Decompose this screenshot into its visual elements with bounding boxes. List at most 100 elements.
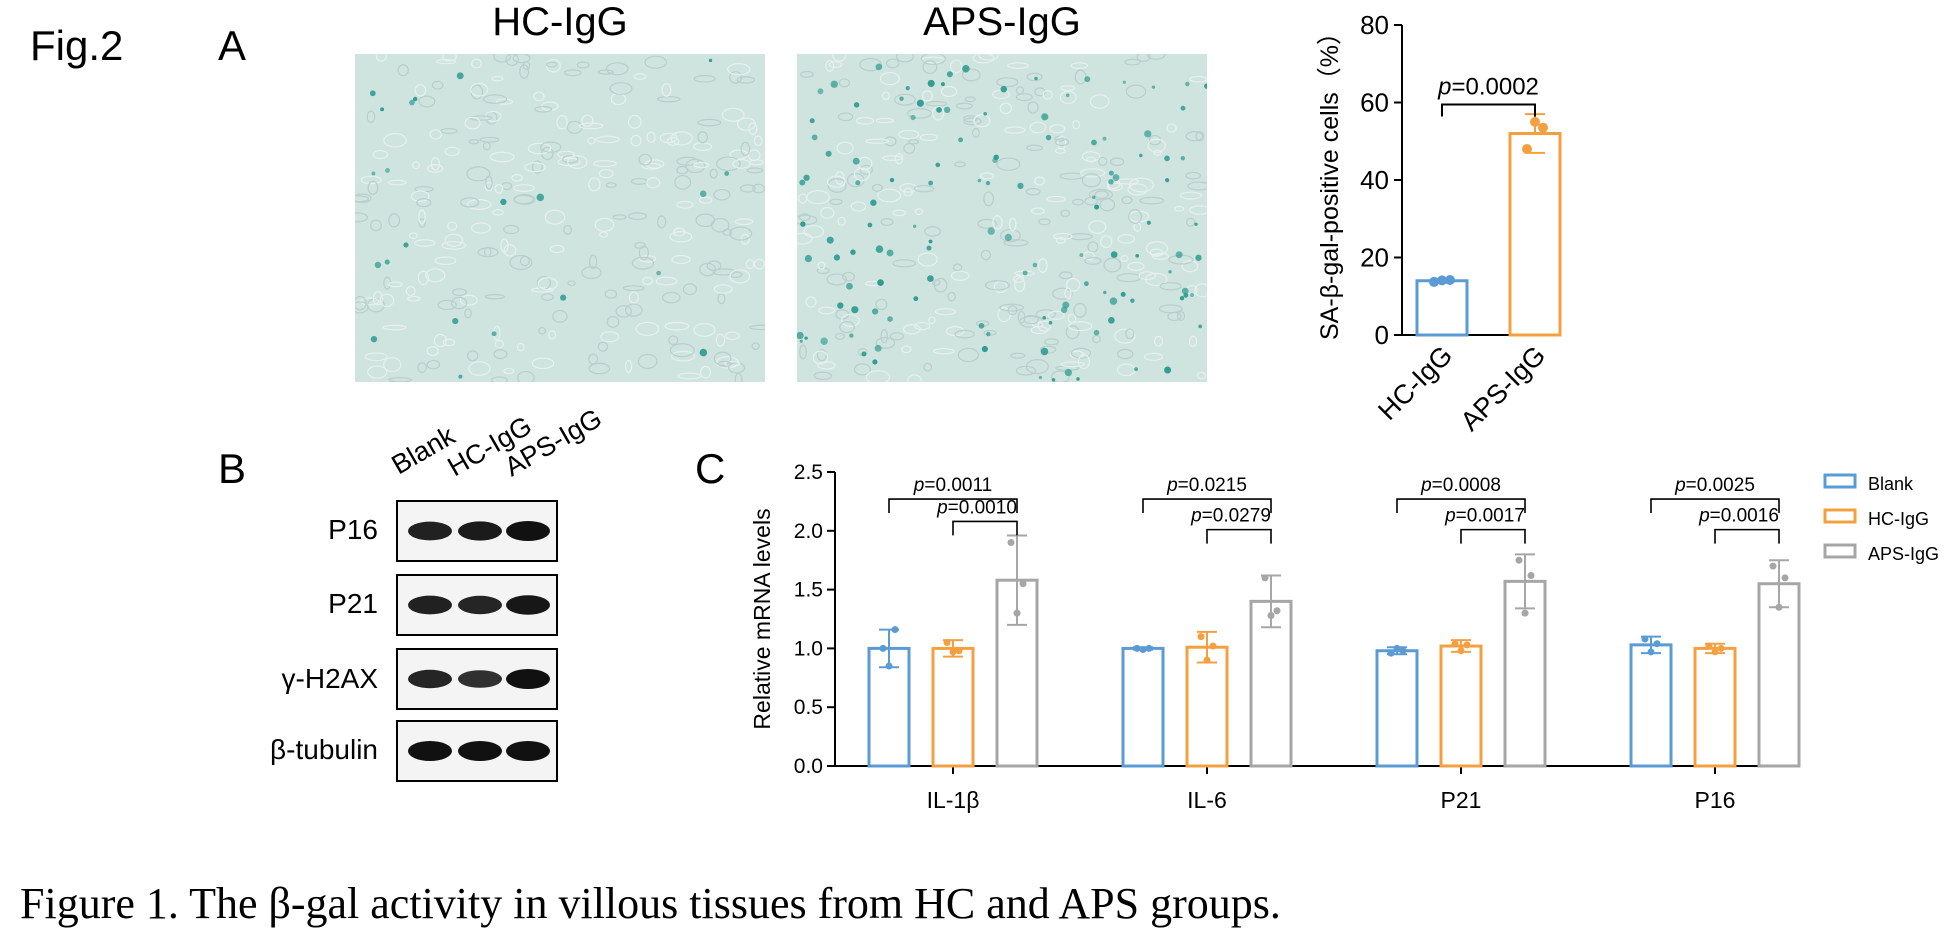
data-point	[1197, 633, 1205, 641]
cell-outline	[805, 296, 817, 308]
data-point	[955, 647, 963, 655]
cell-outline	[1117, 234, 1136, 244]
cell-outline	[740, 141, 751, 157]
stained-cell	[724, 171, 730, 176]
bar-blank-1	[1121, 646, 1165, 768]
cell-outline	[604, 289, 618, 299]
stained-cell	[1042, 316, 1046, 320]
cell-outline	[630, 134, 642, 147]
cell-outline	[366, 110, 376, 124]
cell-outline	[503, 367, 515, 375]
cell-outline	[749, 324, 765, 331]
stained-cell	[852, 157, 860, 165]
blot-label-gamma-h2ax: γ-H2AX	[281, 663, 378, 694]
cell-outline	[713, 188, 731, 201]
cell-outline	[898, 129, 920, 140]
cell-outline	[638, 245, 649, 261]
stained-cell	[987, 227, 995, 235]
cell-outline	[460, 197, 480, 208]
cell-outline	[605, 182, 617, 188]
cell-outline	[509, 254, 533, 270]
stained-cell	[699, 190, 707, 198]
cell-outline	[1058, 271, 1073, 280]
cell-outline	[468, 361, 491, 376]
cell-outline	[834, 332, 846, 340]
cell-outline	[799, 70, 814, 78]
stained-cell	[1180, 156, 1186, 161]
cell-outline	[1089, 94, 1110, 109]
cell-outline	[1023, 314, 1039, 325]
cell-outline	[531, 287, 554, 293]
stained-cell	[913, 296, 919, 302]
stained-cell	[1022, 270, 1028, 276]
cell-outline	[1054, 147, 1066, 154]
cell-outline	[372, 149, 389, 160]
cell-outline	[901, 345, 912, 354]
cell-outline	[661, 82, 672, 97]
cell-outline	[624, 359, 633, 373]
cell-outline	[713, 284, 733, 294]
y-tick-label: 0.5	[794, 696, 823, 719]
cell-outline	[471, 58, 482, 69]
cell-outline	[1052, 287, 1073, 300]
cell-outline	[697, 131, 708, 144]
cell-outline	[522, 60, 531, 71]
legend-label-blank: Blank	[1868, 474, 1914, 494]
stained-cell	[1108, 170, 1114, 176]
cell-outline	[996, 77, 1019, 88]
cell-outline	[932, 348, 955, 355]
stained-cell	[826, 236, 834, 244]
cell-outline	[364, 352, 388, 362]
cell-outline	[1145, 241, 1169, 256]
stained-cell	[1064, 368, 1072, 377]
cell-outline	[635, 321, 660, 337]
cell-outline	[921, 90, 933, 102]
stained-cell	[877, 279, 884, 286]
cell-outline	[645, 159, 665, 169]
cell-outline	[594, 217, 615, 232]
stained-cell	[1139, 153, 1143, 158]
stained-cell	[1185, 81, 1190, 87]
cell-outline	[827, 178, 847, 193]
data-point	[1393, 644, 1401, 652]
data-point	[1769, 562, 1777, 570]
cell-outline	[1166, 123, 1177, 133]
cell-outline	[853, 363, 872, 376]
stained-cell	[1120, 291, 1126, 297]
cell-outline	[370, 219, 382, 232]
cell-outline	[444, 233, 464, 247]
cell-outline	[798, 193, 808, 204]
y-tick-label: 0	[1375, 320, 1389, 350]
cell-outline	[441, 241, 467, 250]
stained-cell	[1134, 367, 1139, 372]
cell-outline	[899, 183, 918, 193]
stained-cell	[1144, 130, 1152, 138]
x-tick-label-2: P21	[1441, 787, 1482, 813]
data-point	[1267, 611, 1275, 619]
cell-outline	[379, 293, 395, 308]
cell-outline	[922, 60, 938, 75]
cell-outline	[1098, 156, 1108, 167]
cell-outline	[880, 217, 894, 226]
cell-outline	[355, 212, 369, 223]
blot-gamma-h2ax	[396, 648, 558, 710]
cell-outline	[470, 82, 489, 97]
cell-outline	[669, 343, 695, 358]
cell-outline	[839, 321, 855, 334]
data-point	[1387, 649, 1395, 657]
y-tick-label: 1.5	[794, 579, 823, 602]
cell-outline	[466, 350, 479, 362]
cell-outline	[674, 174, 692, 190]
data-point	[891, 626, 899, 634]
cell-outline	[597, 341, 609, 352]
blot-beta-tubulin	[396, 720, 558, 782]
p-value-label: p=0.0010	[936, 497, 1017, 518]
stained-cell	[1151, 85, 1156, 89]
stained-cell	[799, 339, 803, 343]
cell-outline	[963, 115, 978, 123]
cell-outline	[418, 95, 436, 108]
data-point	[1007, 539, 1015, 547]
bar-hc-igg-2	[1439, 644, 1483, 768]
cell-outline	[729, 269, 751, 284]
x-tick-label-3: P16	[1695, 787, 1736, 813]
